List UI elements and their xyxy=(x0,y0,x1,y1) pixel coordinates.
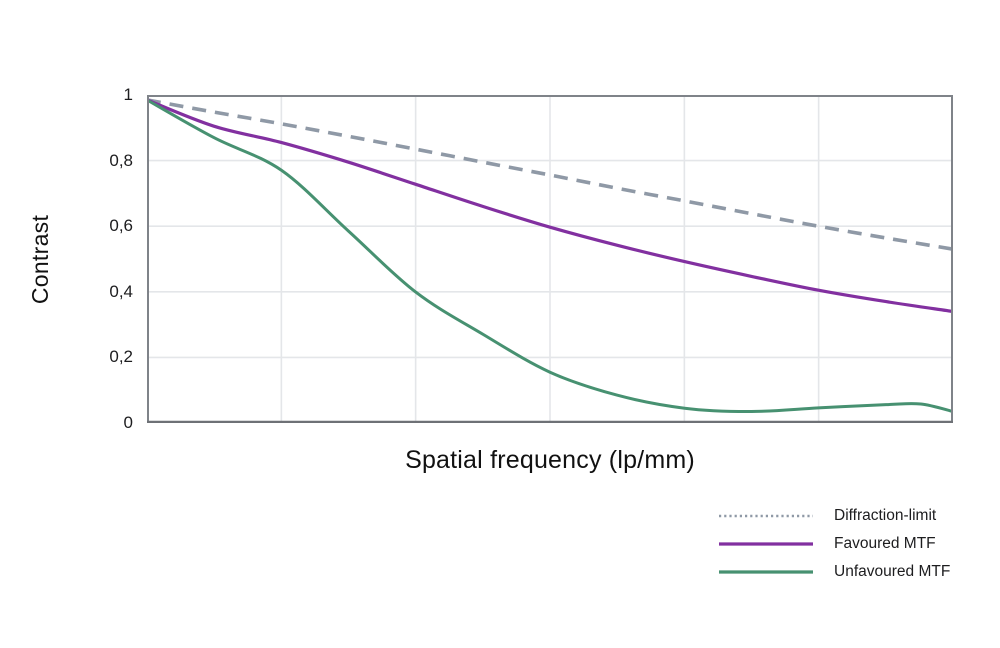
y-tick-label-0-6: 0,6 xyxy=(109,216,133,235)
legend-item-unfavoured-mtf: Unfavoured MTF xyxy=(718,558,978,586)
legend-label: Diffraction-limit xyxy=(834,507,937,524)
plot-area xyxy=(147,95,953,423)
y-tick-label-0-8: 0,8 xyxy=(109,151,133,170)
legend-swatch-purple-line xyxy=(719,542,813,546)
legend-swatch-dotted-line xyxy=(719,514,813,518)
legend-item-favoured-mtf: Favoured MTF xyxy=(718,530,978,558)
legend-label: Favoured MTF xyxy=(834,535,936,552)
x-axis-title: Spatial frequency (lp/mm) xyxy=(405,446,695,474)
legend-item-diffraction-limit: Diffraction-limit xyxy=(718,502,978,530)
y-tick-label-1: 1 xyxy=(123,85,133,104)
y-tick-label-0-4: 0,4 xyxy=(109,282,133,301)
y-tick-label-0-2: 0,2 xyxy=(109,347,133,366)
y-axis-title: Contrast xyxy=(18,95,64,423)
y-axis-title-text: Contrast xyxy=(27,214,54,304)
legend-label: Unfavoured MTF xyxy=(834,563,951,580)
legend: Diffraction-limit Favoured MTF Unfavoure… xyxy=(718,502,978,586)
legend-swatch-green-line xyxy=(719,570,813,574)
y-tick-label-0: 0 xyxy=(123,413,133,432)
